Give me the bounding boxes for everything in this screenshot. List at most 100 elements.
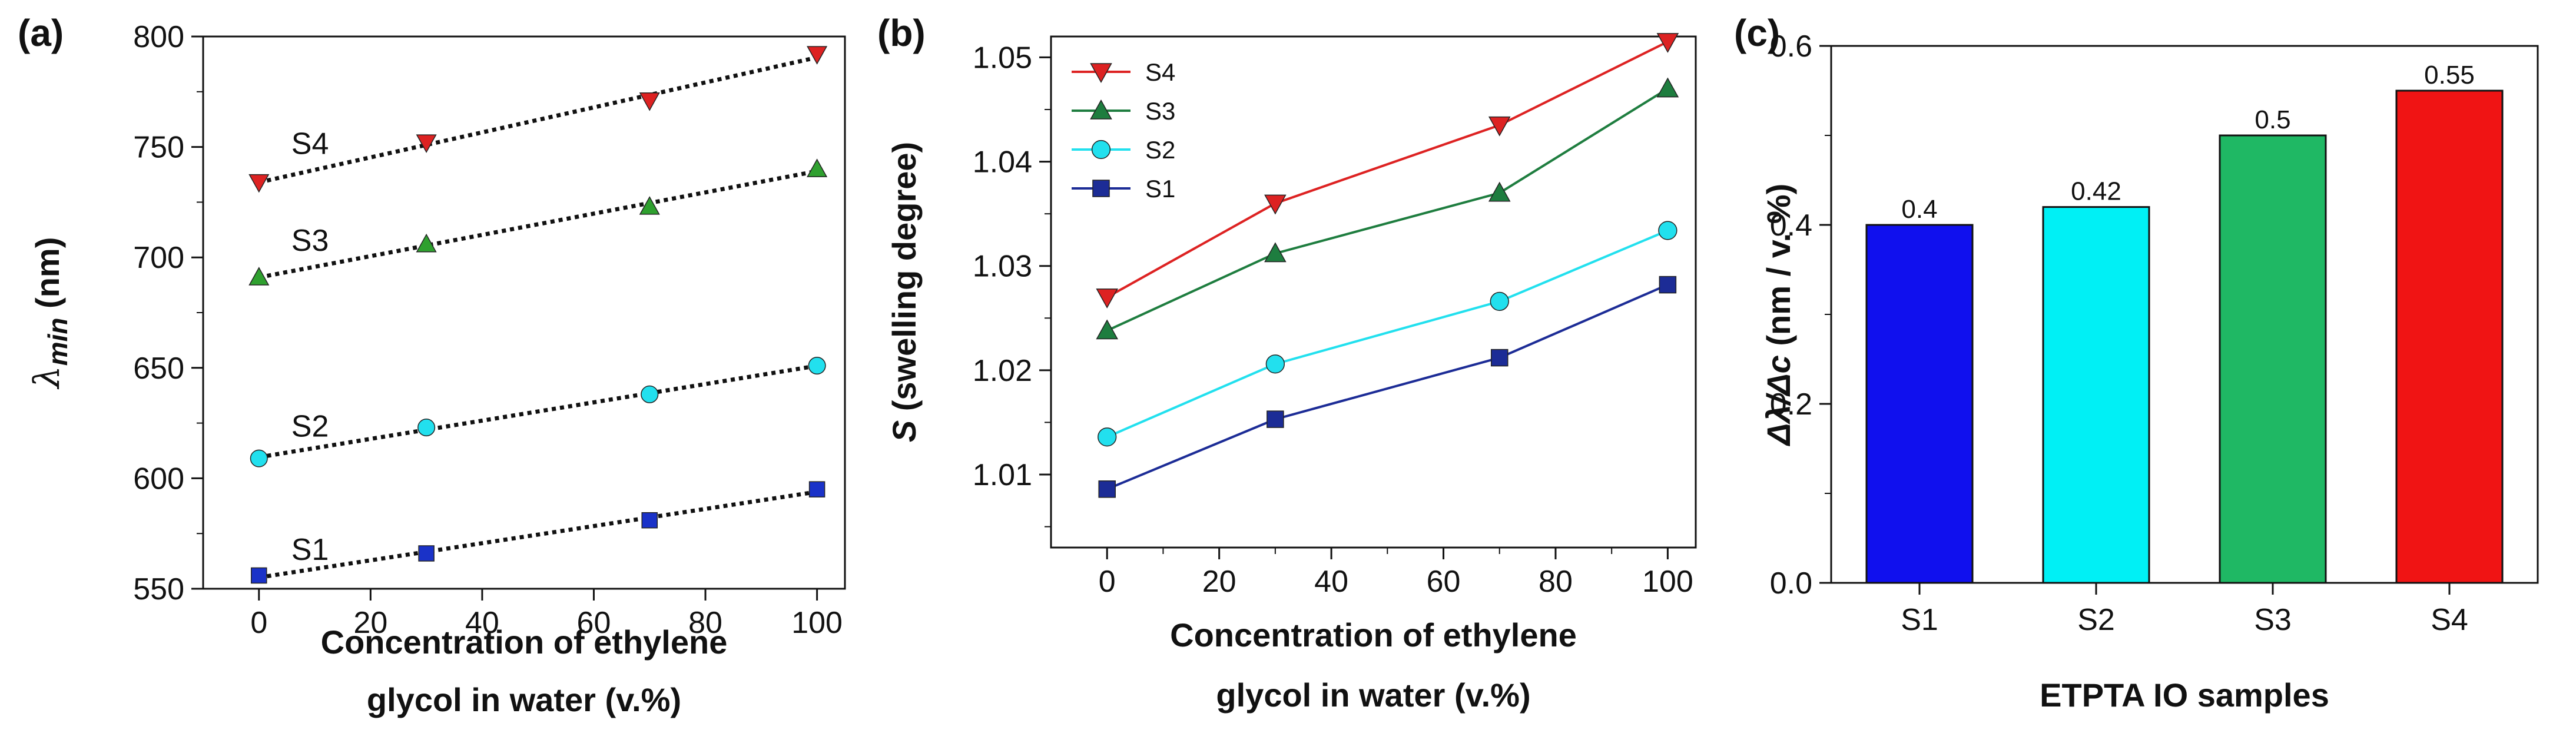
y-axis-label: S (swelling degree) (886, 142, 923, 442)
y-axis-label-symbol: Δλ/Δc (1760, 355, 1797, 446)
data-point (1264, 242, 1287, 263)
series-label: S4 (291, 127, 329, 161)
bar (1865, 224, 1974, 584)
data-point (641, 385, 659, 403)
panel-b: (b) 0 20 40 60 80 100 1.01 1.02 1.03 1.04 1.05 Conce… (877, 12, 1697, 714)
data-point (1488, 116, 1511, 137)
bar (2042, 206, 2150, 584)
series-line (1106, 283, 1669, 490)
data-point (807, 158, 828, 177)
data-point (1264, 194, 1287, 215)
legend-label: S1 (1145, 175, 1175, 203)
data-point (639, 196, 660, 215)
x-tick-label: 40 (465, 606, 499, 640)
y-axis-label-rest: (swelling degree) (886, 142, 923, 420)
data-point (416, 134, 437, 153)
y-tick-label: 600 (133, 462, 184, 496)
plot-frame (1050, 35, 1697, 549)
y-tick-label: 0.6 (1770, 29, 1812, 64)
data-point (1490, 349, 1509, 367)
series-line (1106, 41, 1669, 298)
y-tick-label: 650 (133, 351, 184, 386)
y-tick-label: 750 (133, 131, 184, 165)
y-tick-label: 1.05 (973, 41, 1032, 75)
data-point (807, 46, 828, 65)
series-label: S2 (291, 410, 329, 444)
data-point (417, 419, 436, 437)
y-tick-label: 0.4 (1770, 208, 1812, 243)
legend-marker (1091, 140, 1111, 160)
x-axis-label: Concentration of ethylene (1170, 616, 1577, 654)
data-point (1098, 427, 1117, 447)
y-axis-label: Δλ/Δc (nm / v. %) (1760, 184, 1797, 446)
legend-label: S3 (1145, 97, 1175, 125)
y-tick-label: 1.02 (973, 354, 1032, 388)
x-tick-label: S4 (2431, 603, 2468, 637)
data-point (248, 174, 270, 193)
x-tick-label: 100 (1642, 565, 1693, 599)
data-point (251, 567, 267, 584)
legend-marker (1090, 99, 1112, 120)
x-axis-label: Concentration of ethylene (321, 623, 728, 661)
data-point (1488, 181, 1511, 202)
data-point (248, 267, 270, 286)
y-axis-label: λmin (nm) (26, 237, 73, 390)
data-point (1658, 221, 1677, 240)
x-axis-label: ETPTA IO samples (2040, 676, 2329, 714)
panel-label: (a) (18, 12, 64, 54)
data-point (1659, 276, 1677, 294)
fit-line (258, 363, 818, 459)
panel-c: (c) 0.0 0.2 0.4 0.6 0.4 S1 0.42 S2 0.5 S3 0.55 S4 ETP… (1734, 12, 2539, 714)
x-tick-label: S2 (2077, 603, 2115, 637)
series-line (1106, 87, 1669, 332)
data-point (808, 356, 826, 375)
y-tick-label: 800 (133, 20, 184, 54)
x-tick-label: 60 (1427, 565, 1461, 599)
y-tick-label: 1.03 (973, 250, 1032, 284)
legend-label: S2 (1145, 136, 1175, 164)
x-tick-label: 40 (1314, 565, 1348, 599)
fit-line (258, 489, 818, 580)
bar (2219, 134, 2327, 584)
plot-frame (202, 35, 846, 590)
bar-value-label: 0.4 (1901, 195, 1937, 224)
x-tick-label: S3 (2254, 603, 2292, 637)
panel-a: (a) 0 20 40 60 80 100 550 600 650 700 750 800 Concent… (18, 12, 846, 718)
data-point (1098, 480, 1116, 498)
y-tick-label: 550 (133, 572, 184, 606)
x-tick-label: 80 (688, 606, 722, 640)
data-point (1656, 33, 1679, 53)
x-tick-label: 60 (577, 606, 611, 640)
y-tick-label: 700 (133, 241, 184, 275)
fit-line (258, 169, 818, 280)
x-tick-label: 0 (1099, 565, 1116, 599)
y-axis-label-symbol: S (886, 420, 923, 442)
panel-label: (c) (1734, 12, 1780, 54)
bar-value-label: 0.5 (2255, 105, 2290, 134)
data-point (1267, 410, 1284, 428)
data-point (1096, 288, 1118, 309)
legend-marker (1092, 180, 1110, 197)
data-point (1490, 291, 1509, 311)
data-point (1265, 354, 1285, 374)
y-tick-label: 1.01 (973, 458, 1032, 492)
y-axis-label-subscript: min (42, 318, 73, 366)
y-tick-label: 0.2 (1770, 387, 1812, 422)
data-point (416, 233, 437, 253)
x-tick-label: 0 (250, 606, 267, 640)
y-axis-label-unit: (nm) (29, 237, 66, 318)
legend-marker (1090, 63, 1112, 84)
data-point (641, 512, 658, 529)
bar-value-label: 0.55 (2424, 61, 2475, 89)
x-tick-label: 20 (353, 606, 387, 640)
panel-label: (b) (877, 12, 926, 54)
data-point (1656, 77, 1679, 98)
bar-value-label: 0.42 (2071, 177, 2121, 206)
x-tick-label: S1 (1901, 603, 1938, 637)
series-label: S1 (291, 533, 329, 567)
x-axis-label: glycol in water (v.%) (1216, 676, 1530, 714)
data-point (1096, 319, 1118, 340)
y-axis-label-rest: (nm / v. %) (1760, 184, 1797, 355)
data-point (808, 481, 825, 497)
